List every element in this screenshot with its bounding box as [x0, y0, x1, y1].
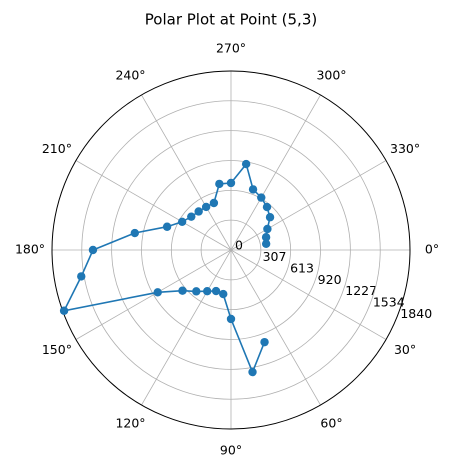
radial-tick-label: 1534: [373, 295, 405, 310]
angle-tick-label: 60°: [320, 416, 342, 431]
radial-tick-label: 1840: [400, 306, 432, 321]
data-point: [261, 233, 271, 242]
angle-tick-label: 240°: [115, 67, 145, 82]
data-point: [187, 212, 196, 221]
angle-tick-label: 30°: [394, 342, 416, 357]
data-point: [215, 179, 224, 189]
angle-tick-label: 0°: [425, 242, 439, 257]
data-point: [192, 287, 201, 296]
data-point: [226, 314, 236, 324]
data-point: [261, 239, 271, 249]
data-line: [62, 162, 271, 375]
angle-tick-label: 330°: [390, 141, 420, 156]
data-point: [59, 306, 69, 315]
data-point: [248, 185, 258, 194]
data-point: [77, 272, 86, 281]
data-point: [226, 178, 236, 188]
data-point: [211, 286, 221, 296]
radial-tick-label: 613: [290, 260, 314, 275]
angle-tick-label: 150°: [42, 342, 72, 357]
data-point: [241, 159, 251, 169]
data-point: [260, 337, 269, 347]
angle-tick-label: 210°: [42, 141, 72, 156]
data-point: [194, 207, 203, 216]
data-point: [209, 198, 219, 208]
polar-frame: [51, 70, 411, 430]
radial-tick-label: 0: [235, 238, 243, 253]
data-point: [203, 286, 212, 296]
chart-title: Polar Plot at Point (5,3): [145, 11, 317, 29]
data-point: [248, 367, 257, 377]
angle-tick-label: 180°: [15, 242, 45, 257]
data-point: [265, 213, 275, 222]
radial-grid-line: [111, 130, 351, 370]
angle-tick-label: 270°: [216, 41, 246, 56]
radial-grid-line: [200, 219, 262, 281]
data-point: [153, 288, 162, 297]
data-point: [201, 202, 211, 212]
angle-tick-label: 120°: [115, 416, 145, 431]
angle-tick-label: 300°: [316, 67, 346, 82]
data-point: [263, 224, 272, 234]
radial-grid-line: [170, 189, 292, 311]
data-point: [162, 222, 172, 231]
data-point: [88, 245, 98, 255]
radial-grid-line: [141, 160, 321, 340]
radial-grid-line: [81, 100, 381, 400]
radial-tick-label: 307: [263, 249, 287, 264]
angle-tick-label: 90°: [220, 443, 242, 458]
data-point: [219, 289, 228, 299]
data-point: [257, 193, 266, 202]
data-point: [178, 286, 187, 295]
data-point: [130, 228, 140, 238]
radial-tick-label: 920: [318, 272, 342, 287]
data-point: [262, 202, 272, 212]
radial-tick-label: 1227: [345, 283, 377, 298]
data-point: [177, 217, 187, 226]
